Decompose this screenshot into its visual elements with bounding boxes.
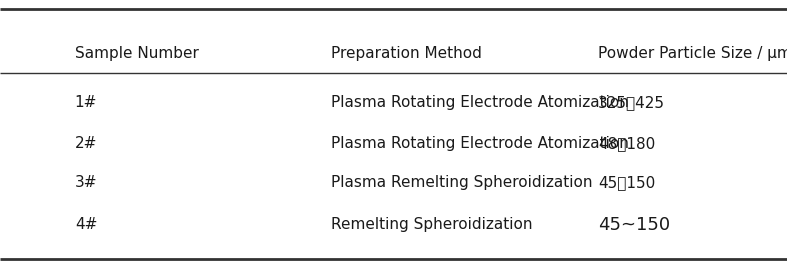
Text: Preparation Method: Preparation Method bbox=[331, 46, 482, 61]
Text: 48～180: 48～180 bbox=[598, 136, 656, 151]
Text: Sample Number: Sample Number bbox=[75, 46, 198, 61]
Text: 45～150: 45～150 bbox=[598, 175, 656, 190]
Text: Powder Particle Size / μm: Powder Particle Size / μm bbox=[598, 46, 787, 61]
Text: 4#: 4# bbox=[75, 217, 97, 232]
Text: 2#: 2# bbox=[75, 136, 97, 151]
Text: Plasma Rotating Electrode Atomization: Plasma Rotating Electrode Atomization bbox=[331, 95, 628, 110]
Text: 1#: 1# bbox=[75, 95, 97, 110]
Text: 45~150: 45~150 bbox=[598, 216, 671, 234]
Text: 3#: 3# bbox=[75, 175, 98, 190]
Text: 325～425: 325～425 bbox=[598, 95, 665, 110]
Text: Plasma Remelting Spheroidization: Plasma Remelting Spheroidization bbox=[331, 175, 592, 190]
Text: Remelting Spheroidization: Remelting Spheroidization bbox=[331, 217, 532, 232]
Text: Plasma Rotating Electrode Atomization: Plasma Rotating Electrode Atomization bbox=[331, 136, 628, 151]
